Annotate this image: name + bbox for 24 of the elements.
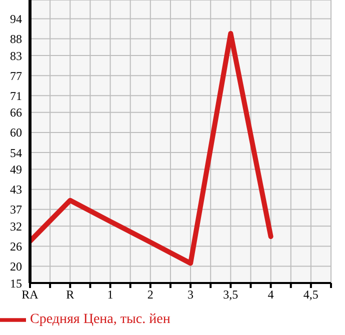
x-tick-label: 4	[268, 288, 274, 302]
y-tick-label: 54	[10, 146, 22, 160]
y-tick-label: 26	[10, 239, 22, 254]
y-tick-label: 60	[10, 126, 22, 140]
x-tick-label: 3,5	[223, 288, 238, 302]
y-tick-label: 43	[10, 182, 22, 197]
y-tick-label: 88	[10, 32, 22, 46]
x-tick-label: R	[66, 288, 74, 302]
y-tick-label: 49	[10, 162, 22, 177]
y-tick-label: 77	[10, 68, 22, 83]
y-tick-label: 37	[10, 202, 22, 217]
y-tick-label: 15	[10, 276, 22, 290]
x-tick-label: 4,5	[303, 288, 318, 302]
legend-label: Средняя Цена, тыс. йен	[30, 312, 170, 328]
x-tick-label: RA	[22, 288, 39, 302]
x-tick-label: 2	[147, 288, 154, 302]
y-tick-label: 66	[10, 106, 22, 120]
y-tick-label: 94	[10, 12, 22, 26]
y-tick-label: 71	[10, 88, 22, 103]
x-tick-label: 3	[188, 288, 194, 302]
y-tick-label: 32	[10, 219, 22, 234]
x-tick-label: 1	[107, 288, 114, 302]
y-tick-label: 20	[10, 260, 22, 274]
y-tick-label: 83	[10, 48, 22, 63]
